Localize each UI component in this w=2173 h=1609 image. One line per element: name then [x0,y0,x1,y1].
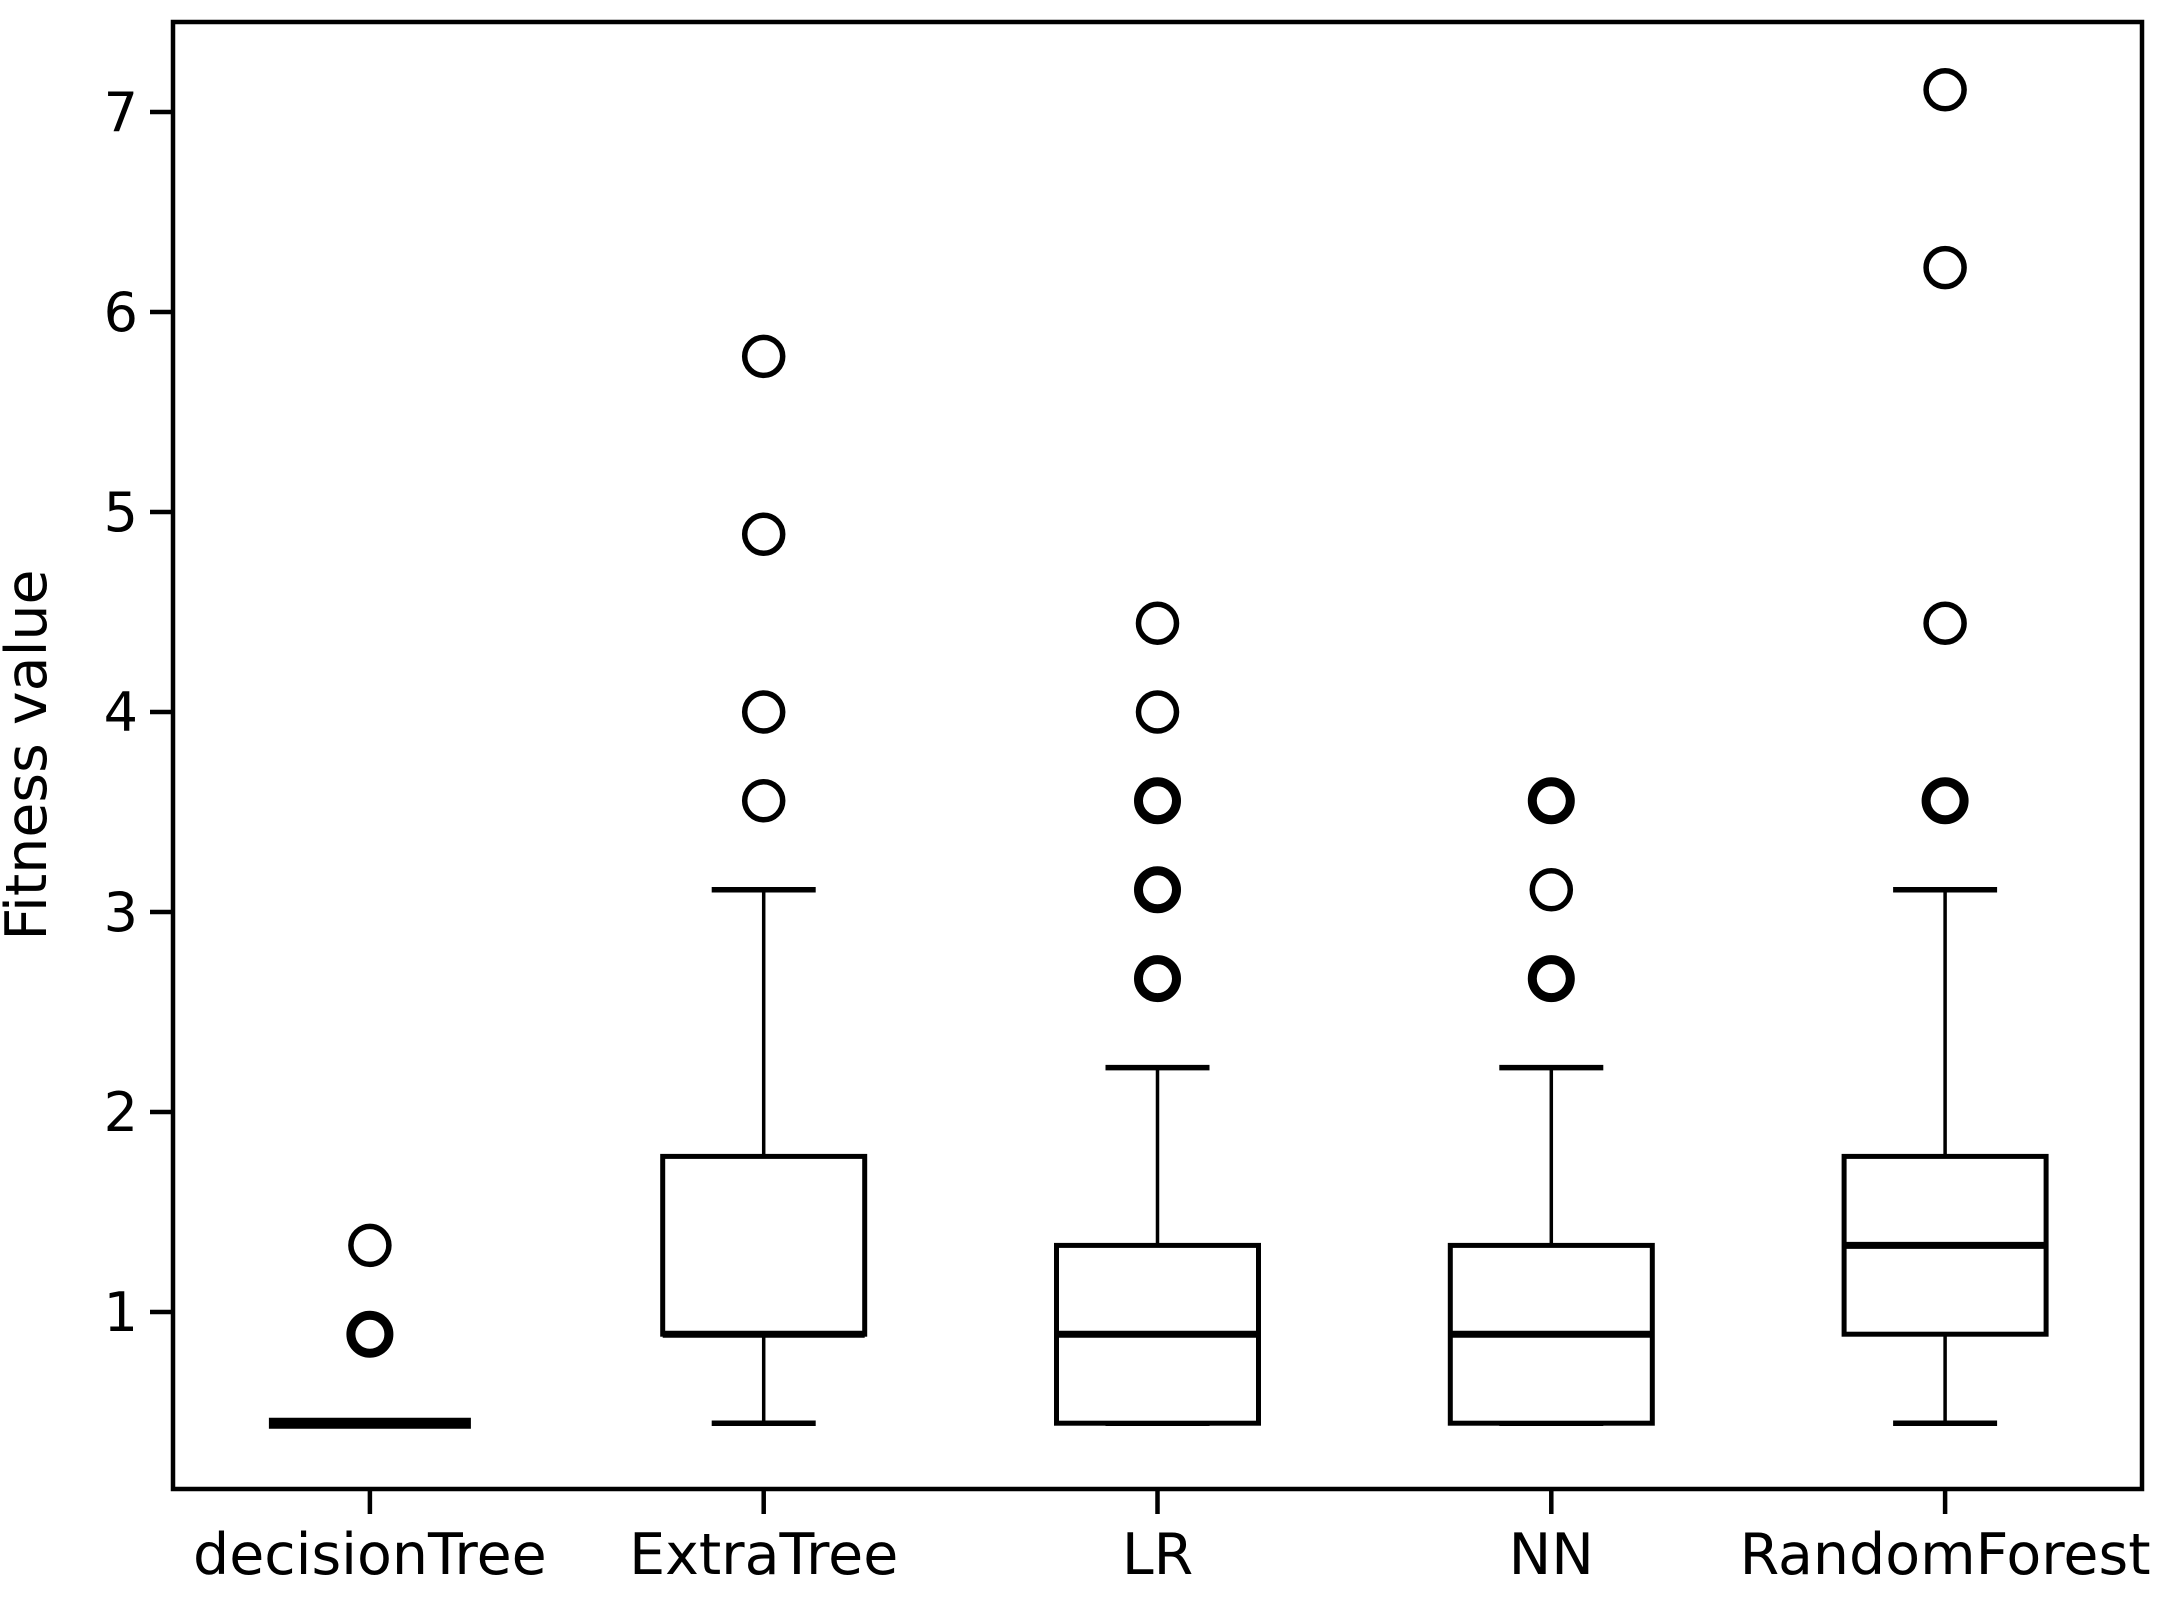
x-tick-label: LR [1122,1522,1193,1588]
outlier-circle [1923,601,1967,645]
outlier-circle [741,779,786,823]
x-tick-label: RandomForest [1740,1522,2151,1588]
outlier-circle-double [1921,777,1969,825]
outlier-circle [741,690,786,734]
outlier-circle [1135,601,1180,645]
outlier-circle [1135,690,1180,734]
y-tick-label: 3 [104,881,138,944]
y-axis-label: Fitness value [0,569,60,940]
outlier-circle-double [1527,777,1575,825]
x-tick-label: decisionTree [193,1522,547,1588]
outlier-circle-double [1134,866,1181,914]
box [660,1153,868,1337]
outlier-circle-double [346,1310,394,1358]
outlier-circle [1923,245,1967,290]
outlier-circle-double [1527,955,1575,1003]
outlier-circle [1529,868,1574,912]
plot-area: 1 2 3 4 5 6 7 decisionTree ExtraTree LR NN RandomFo… [104,19,2151,1588]
outlier-circle-double [1134,955,1181,1003]
outlier-circle [741,334,786,379]
plot-frame [170,19,2145,1492]
y-tick-label: 5 [104,481,138,544]
outlier-circle-double [1134,777,1181,825]
y-tick-label: 6 [104,281,138,344]
outlier-circle [1923,68,1967,112]
outlier-circle [348,1223,392,1268]
y-tick-label: 7 [104,81,138,144]
outlier-circle [741,512,786,556]
x-tick-label: ExtraTree [629,1522,898,1588]
y-tick-label: 1 [104,1281,138,1344]
y-tick-label: 2 [104,1081,138,1144]
y-tick-label: 4 [104,681,138,744]
x-tick-label: NN [1509,1522,1594,1588]
